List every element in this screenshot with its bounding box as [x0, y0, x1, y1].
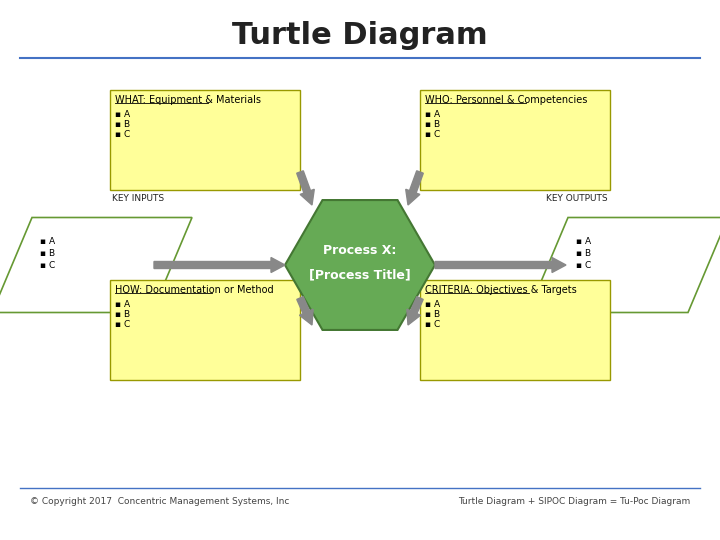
Text: ▪ A: ▪ A [576, 237, 591, 246]
FancyBboxPatch shape [420, 90, 610, 190]
FancyBboxPatch shape [420, 280, 610, 380]
Text: ▪ A: ▪ A [115, 110, 130, 119]
Text: CRITERIA: Objectives & Targets: CRITERIA: Objectives & Targets [425, 285, 577, 295]
Text: ▪ C: ▪ C [576, 261, 591, 270]
FancyBboxPatch shape [110, 280, 300, 380]
Text: ▪ B: ▪ B [576, 249, 591, 258]
Text: ▪ B: ▪ B [115, 120, 130, 129]
FancyBboxPatch shape [110, 90, 300, 190]
FancyArrow shape [407, 296, 423, 325]
Text: Turtle Diagram: Turtle Diagram [232, 21, 488, 50]
Text: © Copyright 2017  Concentric Management Systems, Inc: © Copyright 2017 Concentric Management S… [30, 497, 289, 507]
Polygon shape [285, 200, 435, 330]
Polygon shape [528, 218, 720, 313]
Text: ▪ B: ▪ B [40, 249, 55, 258]
Text: ▪ B: ▪ B [425, 310, 440, 319]
Text: ▪ A: ▪ A [425, 300, 440, 309]
Text: ▪ A: ▪ A [40, 237, 55, 246]
Text: [Process Title]: [Process Title] [309, 268, 411, 281]
FancyArrow shape [406, 171, 423, 205]
Text: ▪ A: ▪ A [425, 110, 440, 119]
Text: HOW: Documentation or Method: HOW: Documentation or Method [115, 285, 274, 295]
Text: WHAT: Equipment & Materials: WHAT: Equipment & Materials [115, 95, 261, 105]
Text: ▪ C: ▪ C [425, 130, 440, 139]
Text: KEY INPUTS: KEY INPUTS [112, 194, 164, 203]
FancyArrow shape [297, 171, 314, 205]
FancyArrow shape [297, 296, 313, 325]
Text: ▪ C: ▪ C [115, 320, 130, 329]
Text: ▪ B: ▪ B [115, 310, 130, 319]
Polygon shape [0, 218, 192, 313]
Text: Process X:: Process X: [323, 245, 397, 258]
FancyArrow shape [154, 258, 285, 273]
Text: KEY OUTPUTS: KEY OUTPUTS [546, 194, 608, 203]
Text: ▪ A: ▪ A [115, 300, 130, 309]
FancyArrow shape [435, 258, 566, 273]
Text: ▪ C: ▪ C [425, 320, 440, 329]
Text: Turtle Diagram + SIPOC Diagram = Tu-Poc Diagram: Turtle Diagram + SIPOC Diagram = Tu-Poc … [458, 497, 690, 507]
Text: ▪ B: ▪ B [425, 120, 440, 129]
Text: ▪ C: ▪ C [115, 130, 130, 139]
Text: WHO: Personnel & Competencies: WHO: Personnel & Competencies [425, 95, 588, 105]
Text: ▪ C: ▪ C [40, 261, 55, 270]
